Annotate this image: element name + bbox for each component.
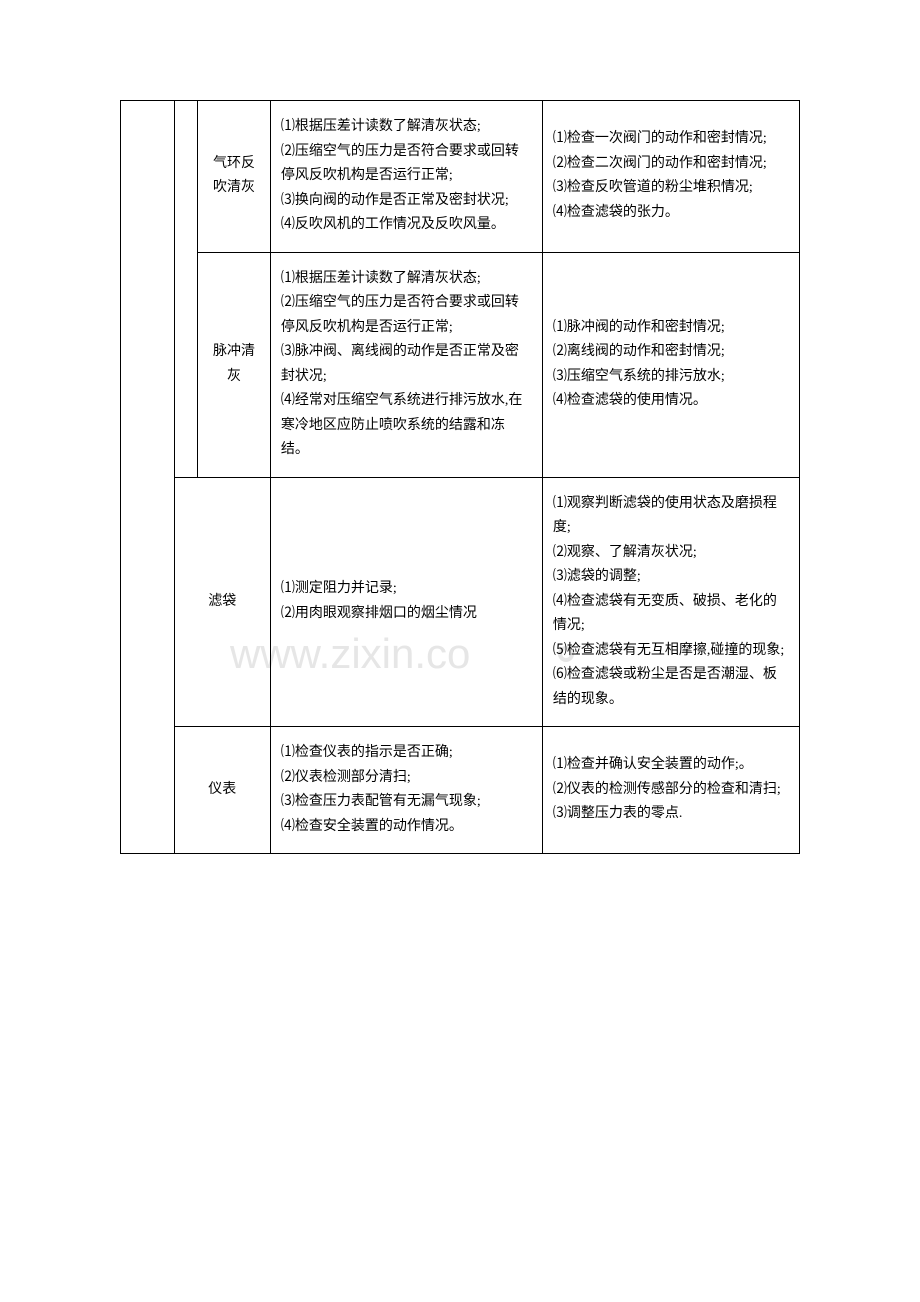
periodic-check-cell: ⑴观察判断滤袋的使用状态及磨损程度;⑵观察、了解清灰状况;⑶滤袋的调整;⑷检查滤… (542, 477, 799, 727)
daily-check-cell: ⑴测定阻力并记录;⑵用肉眼观察排烟口的烟尘情况 (270, 477, 542, 727)
periodic-check-cell: ⑴检查并确认安全装置的动作;。⑵仪表的检测传感部分的检查和清扫;⑶调整压力表的零… (542, 727, 799, 854)
row-label: 脉冲清灰 (198, 252, 271, 477)
category-cell (121, 101, 175, 854)
daily-check-cell: ⑴根据压差计读数了解清灰状态;⑵压缩空气的压力是否符合要求或回转停风反吹机构是否… (270, 252, 542, 477)
subcategory-cell (174, 101, 198, 478)
daily-check-cell: ⑴检查仪表的指示是否正确;⑵仪表检测部分清扫;⑶检查压力表配管有无漏气现象;⑷检… (270, 727, 542, 854)
row-label: 气环反吹清灰 (198, 101, 271, 253)
table-row: 脉冲清灰 ⑴根据压差计读数了解清灰状态;⑵压缩空气的压力是否符合要求或回转停风反… (121, 252, 800, 477)
maintenance-table: 气环反吹清灰 ⑴根据压差计读数了解清灰状态;⑵压缩空气的压力是否符合要求或回转停… (120, 100, 800, 854)
row-label: 仪表 (174, 727, 270, 854)
table-row: 气环反吹清灰 ⑴根据压差计读数了解清灰状态;⑵压缩空气的压力是否符合要求或回转停… (121, 101, 800, 253)
table-row: 滤袋 ⑴测定阻力并记录;⑵用肉眼观察排烟口的烟尘情况 ⑴观察判断滤袋的使用状态及… (121, 477, 800, 727)
periodic-check-cell: ⑴脉冲阀的动作和密封情况;⑵离线阀的动作和密封情况;⑶压缩空气系统的排污放水;⑷… (542, 252, 799, 477)
periodic-check-cell: ⑴检查一次阀门的动作和密封情况;⑵检查二次阀门的动作和密封情况;⑶检查反吹管道的… (542, 101, 799, 253)
daily-check-cell: ⑴根据压差计读数了解清灰状态;⑵压缩空气的压力是否符合要求或回转停风反吹机构是否… (270, 101, 542, 253)
row-label: 滤袋 (174, 477, 270, 727)
table-row: 仪表 ⑴检查仪表的指示是否正确;⑵仪表检测部分清扫;⑶检查压力表配管有无漏气现象… (121, 727, 800, 854)
